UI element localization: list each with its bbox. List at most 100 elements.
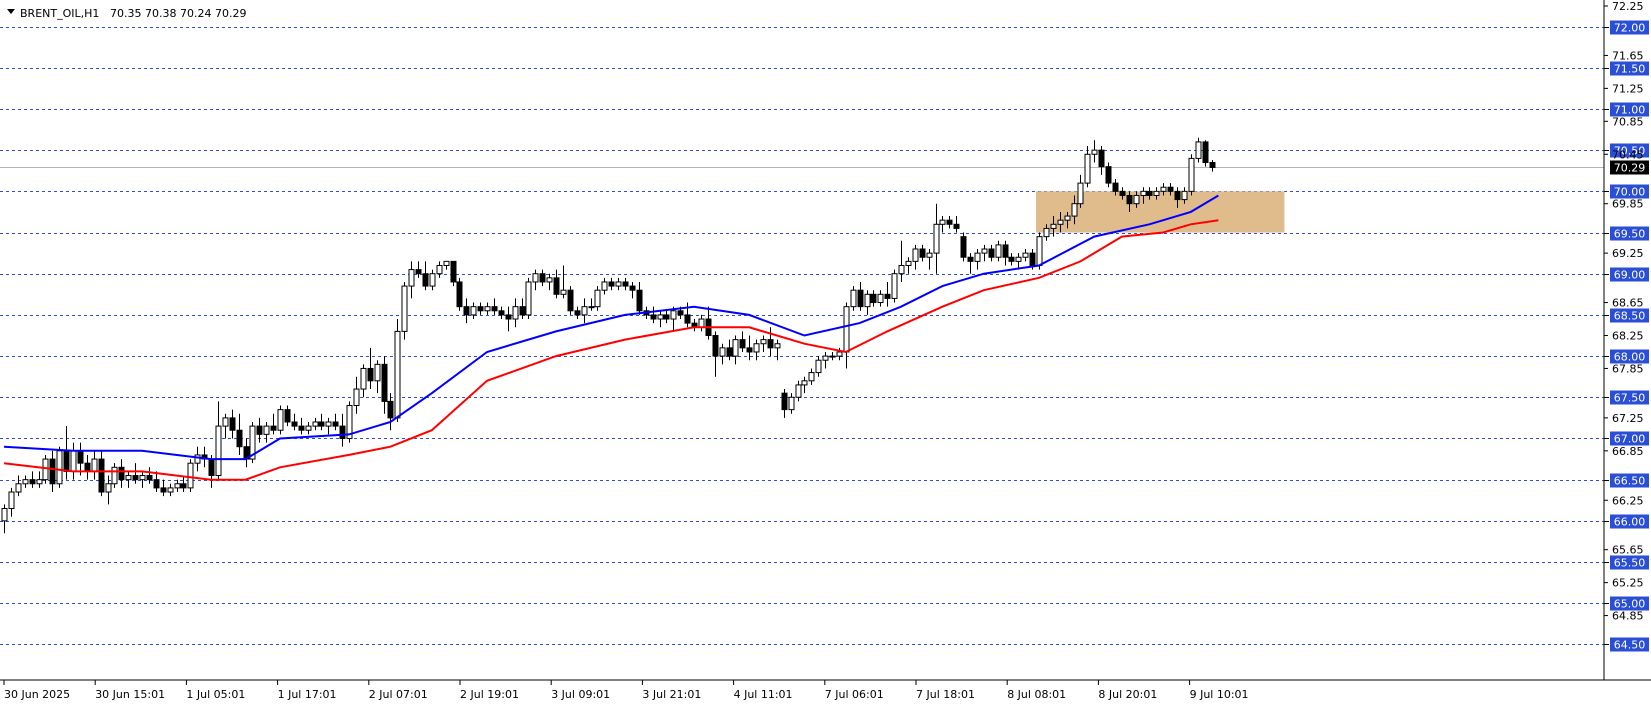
candle-up (470, 306, 477, 316)
candle-up (353, 388, 360, 407)
candle-down (63, 450, 70, 472)
level-badge-label: 70.50 (1614, 145, 1646, 158)
price-tick-label: 70.45 (1612, 148, 1644, 161)
candle-up (36, 479, 43, 485)
level-badge (1610, 61, 1649, 76)
candle-down (387, 400, 394, 419)
candle-up (125, 475, 132, 481)
candle-down (98, 458, 105, 493)
candle-up (70, 450, 77, 472)
candle-up (657, 314, 664, 320)
time-label: 3 Jul 09:01 (551, 688, 610, 701)
candle-up (788, 396, 795, 411)
candle-down (498, 310, 505, 316)
candle-down (84, 462, 91, 472)
candle-up (753, 343, 760, 353)
candle-down (622, 281, 629, 287)
level-badge-label: 72.00 (1614, 22, 1646, 35)
ohlc-label: 70.35 70.38 70.24 70.29 (110, 7, 246, 20)
candle-up (795, 384, 802, 398)
level-badge-label: 67.50 (1614, 392, 1646, 405)
candle-up (443, 260, 450, 266)
time-label: 7 Jul 06:01 (825, 688, 884, 701)
price-tick-label: 67.25 (1612, 412, 1644, 425)
candle-down (684, 314, 691, 324)
time-label: 9 Jul 10:01 (1190, 688, 1249, 701)
candle-up (312, 421, 319, 427)
price-tick-label: 72.25 (1612, 0, 1644, 13)
candle-up (808, 372, 815, 382)
candle-down (1029, 252, 1036, 266)
price-tick-label: 67.85 (1612, 362, 1644, 375)
candle-up (167, 487, 174, 493)
candle-down (567, 289, 574, 312)
candle-up (877, 293, 884, 304)
candle-down (519, 306, 526, 316)
candle-up (850, 289, 857, 308)
candle-down (284, 409, 291, 423)
candle-up (215, 425, 222, 477)
current-price-label: 70.29 (1614, 162, 1646, 175)
candle-down (477, 306, 484, 312)
candle-up (1077, 182, 1084, 205)
price-tick-label: 64.85 (1612, 610, 1644, 623)
candle-up (174, 483, 181, 489)
candle-up (1084, 153, 1091, 184)
price-tick-label: 69.85 (1612, 198, 1644, 211)
candle-down (318, 421, 325, 427)
candle-down (767, 339, 774, 349)
level-badge-label: 66.00 (1614, 516, 1646, 529)
candle-down (298, 425, 305, 431)
candle-down (919, 248, 926, 258)
candle-down (77, 450, 84, 464)
symbol-dropdown-icon[interactable] (7, 9, 15, 14)
candle-up (581, 306, 588, 316)
candle-up (774, 343, 781, 349)
candle-up (546, 277, 553, 283)
candle-down (967, 256, 974, 262)
chart-header: BRENT_OIL,H1 70.35 70.38 70.24 70.29 (7, 7, 246, 20)
candle-up (995, 244, 1002, 258)
candle-up (905, 260, 912, 266)
candle-up (1064, 215, 1071, 221)
candle-up (401, 285, 408, 332)
candle-down (746, 347, 753, 353)
candle-up (105, 483, 112, 493)
price-tick-label: 69.25 (1612, 247, 1644, 260)
candle-up (484, 306, 491, 312)
level-badge (1610, 431, 1649, 446)
level-badge (1610, 514, 1649, 529)
candle-down (636, 289, 643, 312)
candle-down (1174, 190, 1181, 201)
candle-up (1133, 194, 1140, 205)
candle-up (891, 273, 898, 299)
candle-up (325, 421, 332, 427)
candle-up (91, 458, 98, 472)
candles (1, 137, 1216, 534)
current-price-badge (1610, 160, 1649, 175)
candle-down (712, 335, 719, 357)
time-label: 30 Jun 15:01 (95, 688, 165, 701)
candle-down (870, 293, 877, 304)
candle-up (360, 367, 367, 390)
candle-down (381, 363, 388, 402)
candle-up (1160, 186, 1167, 192)
candle-up (822, 355, 829, 361)
level-badge-label: 65.00 (1614, 598, 1646, 611)
candle-down (29, 479, 36, 485)
candle-down (160, 487, 167, 493)
candle-up (843, 306, 850, 353)
level-badge (1610, 555, 1649, 570)
level-badge-label: 67.00 (1614, 433, 1646, 446)
candle-up (408, 269, 415, 287)
candle-down (463, 306, 470, 316)
candle-down (1098, 149, 1105, 168)
candle-up (187, 462, 194, 489)
candle-up (974, 252, 981, 262)
candle-up (560, 289, 567, 295)
candle-down (1112, 182, 1119, 192)
candle-down (1209, 162, 1216, 168)
price-tick-label: 70.85 (1612, 115, 1644, 128)
